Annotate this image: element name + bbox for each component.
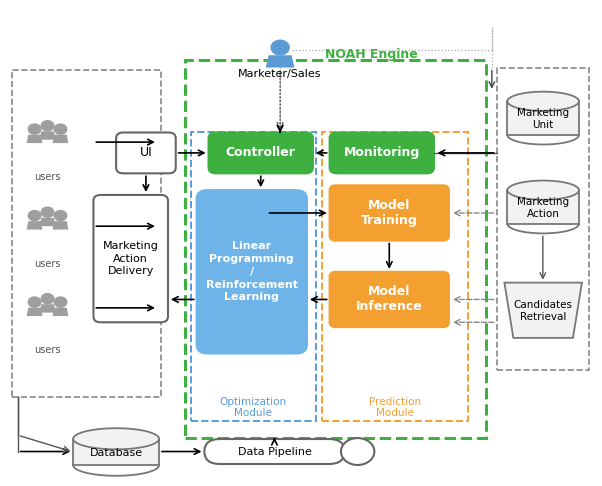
Text: Linear
Programming
/
Reinforcement
Learning: Linear Programming / Reinforcement Learn… [206,241,298,302]
Polygon shape [40,304,55,312]
Text: Optimization
Module: Optimization Module [220,397,287,418]
Circle shape [341,438,374,465]
FancyBboxPatch shape [204,439,344,464]
Polygon shape [26,308,43,316]
Polygon shape [40,218,55,226]
FancyBboxPatch shape [197,190,307,353]
Text: users: users [34,259,61,269]
Circle shape [54,297,67,307]
Circle shape [54,124,67,134]
Bar [73,439,159,465]
Circle shape [28,124,41,134]
Text: Marketing
Unit: Marketing Unit [517,108,569,130]
Text: users: users [34,346,61,355]
Circle shape [42,121,54,131]
FancyBboxPatch shape [116,133,176,174]
Ellipse shape [73,428,159,450]
Circle shape [28,210,41,221]
Circle shape [54,210,67,221]
Text: Model
Inference: Model Inference [356,285,423,313]
Polygon shape [52,308,69,316]
Text: Marketing
Action: Marketing Action [517,197,569,219]
Ellipse shape [507,180,579,200]
Polygon shape [26,135,43,143]
Polygon shape [266,55,294,68]
Text: UI: UI [140,146,152,159]
Bar [497,68,589,370]
Ellipse shape [507,92,579,111]
Circle shape [42,207,54,217]
FancyBboxPatch shape [208,133,313,174]
Text: Marketer/Sales: Marketer/Sales [238,69,322,80]
Bar [11,70,161,397]
Text: Marketing
Action
Delivery: Marketing Action Delivery [103,241,159,277]
Text: Monitoring: Monitoring [344,146,420,159]
FancyBboxPatch shape [93,195,168,322]
Polygon shape [52,221,69,229]
Text: Candidates
Retrieval: Candidates Retrieval [514,300,573,322]
Text: Database: Database [90,448,143,458]
Circle shape [28,297,41,307]
Circle shape [271,40,289,55]
Text: Controller: Controller [226,146,296,159]
Bar [507,190,579,224]
Text: Data Pipeline: Data Pipeline [238,447,311,456]
Text: NOAH Engine: NOAH Engine [324,49,417,61]
Bar [507,101,579,135]
FancyBboxPatch shape [330,133,434,174]
FancyBboxPatch shape [330,272,449,327]
Polygon shape [26,221,43,229]
Polygon shape [40,131,55,139]
Text: Prediction
Module: Prediction Module [369,397,421,418]
Polygon shape [504,283,582,338]
Text: Model
Training: Model Training [361,199,418,227]
Circle shape [42,294,54,304]
Text: users: users [34,173,61,182]
Polygon shape [52,135,69,143]
FancyBboxPatch shape [330,185,449,241]
